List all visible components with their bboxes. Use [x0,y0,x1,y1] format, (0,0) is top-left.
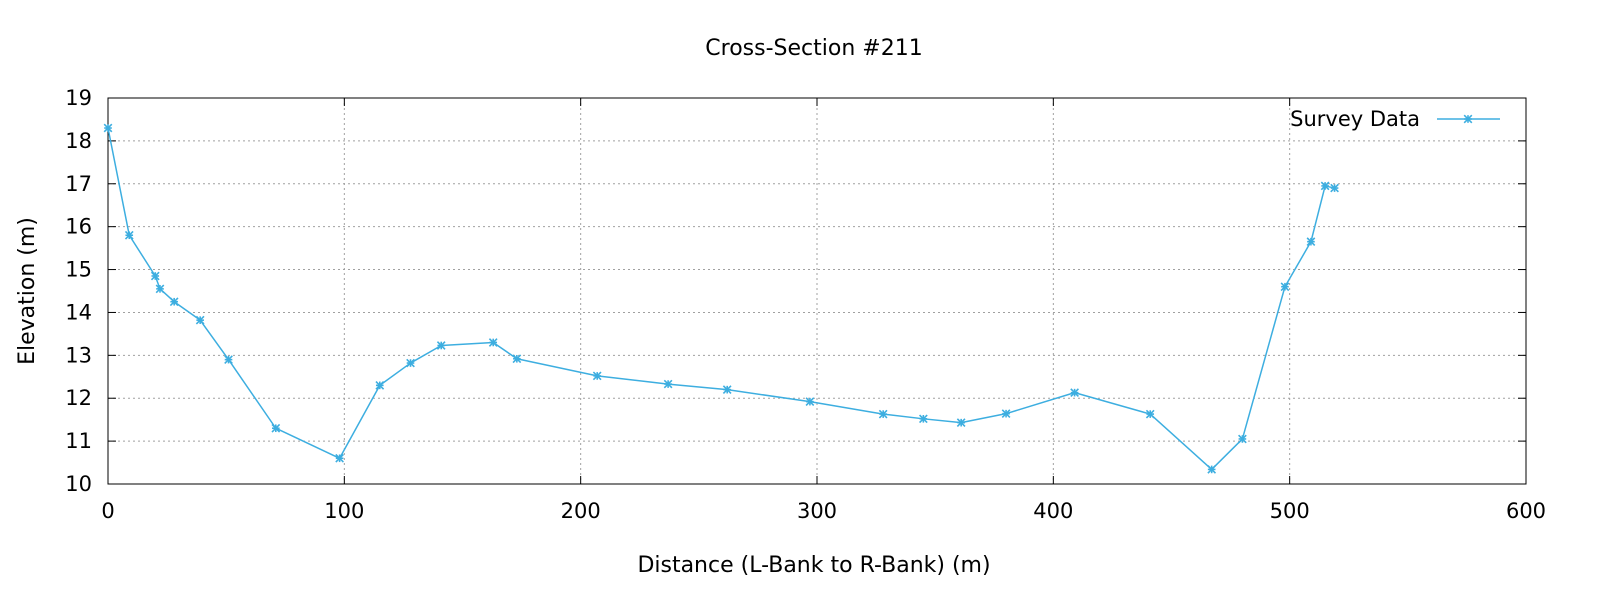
series-survey-data [103,123,1339,474]
x-tick-label: 300 [797,499,837,523]
chart-title: Cross-Section #211 [705,36,922,61]
data-point [1280,282,1290,292]
data-point [722,385,732,395]
data-point [195,315,205,325]
y-tick-label: 12 [65,386,92,410]
y-tick-label: 16 [65,215,92,239]
data-point [1306,237,1316,247]
data-point [1330,183,1339,193]
y-tick-label: 17 [65,172,92,196]
data-point [1207,465,1217,474]
x-tick-label: 200 [561,499,601,523]
data-point [956,418,966,428]
data-point [124,230,134,240]
y-tick-label: 14 [65,300,92,324]
data-point [1145,409,1155,419]
x-tick-label: 400 [1033,499,1073,523]
data-point [1320,181,1330,191]
data-point [224,355,233,364]
data-point [406,358,415,368]
x-tick-label: 0 [101,499,114,523]
y-tick-label: 18 [65,129,92,153]
legend-marker-glyph [1463,114,1473,124]
data-point [592,371,602,381]
data-point [1001,409,1011,419]
y-tick-label: 13 [65,343,92,367]
y-tick-label: 10 [65,472,92,496]
data-point [878,409,888,419]
y-tick-label: 15 [65,258,92,282]
data-point [271,423,281,433]
series-line [107,127,1335,471]
data-point [1070,388,1079,398]
y-axis-label: Elevation (m) [15,217,40,365]
data-point [103,123,113,133]
data-point [436,341,446,350]
grid-lines [108,98,1526,484]
x-tick-label: 100 [324,499,364,523]
legend: Survey Data [1290,107,1500,131]
legend-label-survey-data: Survey Data [1290,107,1420,131]
data-point [512,354,522,364]
data-point [805,397,815,407]
data-point [1238,434,1247,444]
data-point [375,380,385,390]
axis-ticks: 0 100 200 300 400 500 600 10 11 12 13 14 15 16 17 18 19 [65,86,1546,523]
x-axis-label: Distance (L-Bank to R-Bank) (m) [637,553,990,578]
data-point [155,284,165,294]
x-tick-label: 500 [1270,499,1310,523]
y-tick-label: 11 [65,429,92,453]
data-point [488,338,498,347]
data-point [918,414,928,424]
data-point [335,453,344,463]
y-tick-label: 19 [65,86,92,110]
data-point [663,379,673,389]
legend-marker-survey-data [1463,114,1473,124]
data-point [169,297,179,307]
x-tick-label: 600 [1506,499,1546,523]
data-point [150,271,160,281]
plot-frame [107,97,1527,485]
